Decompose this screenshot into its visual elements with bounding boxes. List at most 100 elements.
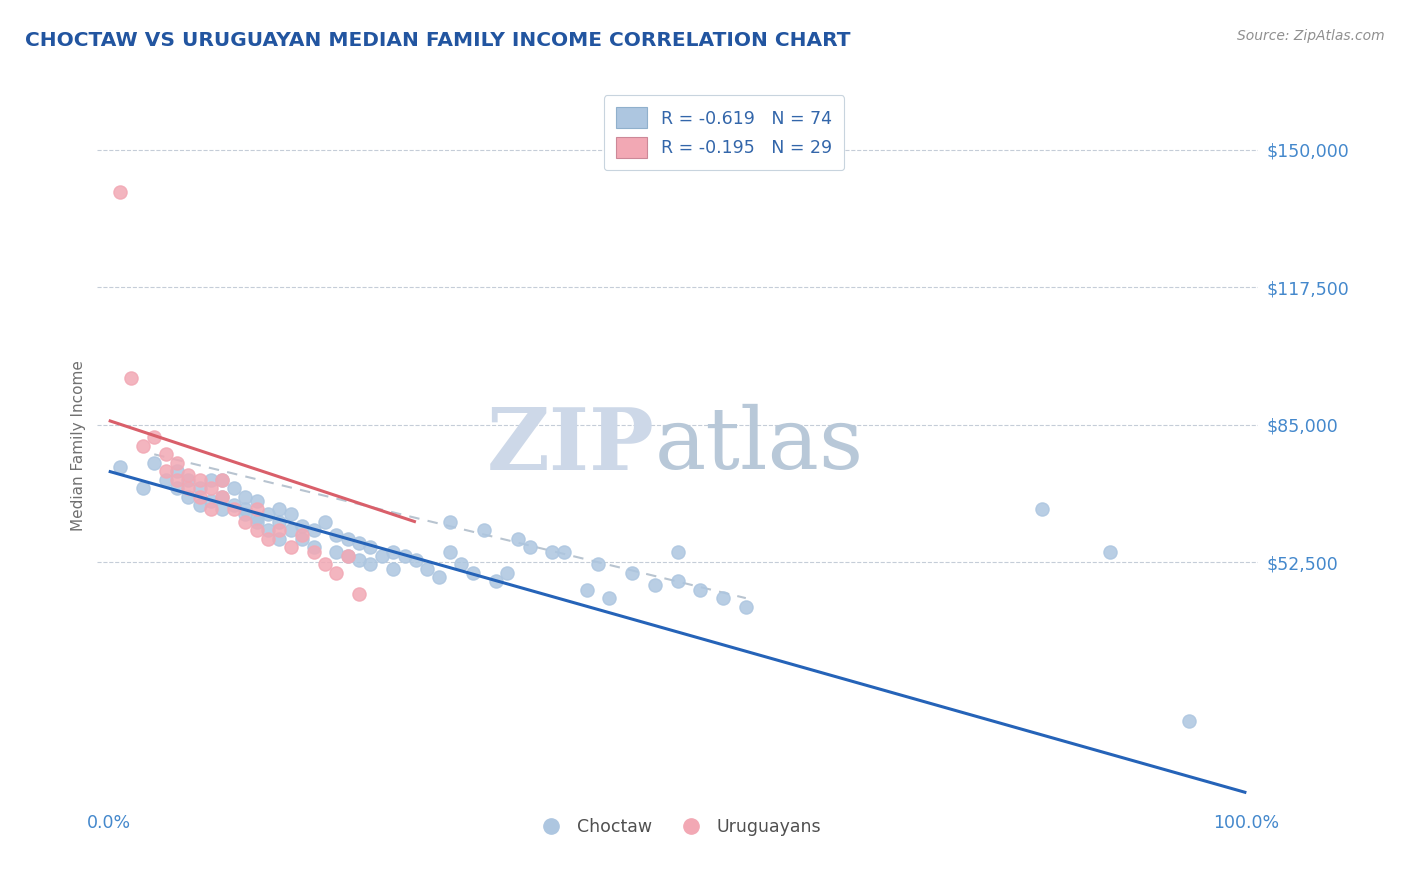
Point bbox=[108, 460, 131, 475]
Point bbox=[508, 532, 530, 546]
Point bbox=[553, 544, 575, 558]
Point bbox=[257, 532, 280, 546]
Point bbox=[347, 536, 370, 550]
Point bbox=[211, 490, 233, 504]
Point bbox=[246, 524, 269, 538]
Point bbox=[666, 574, 689, 589]
Point bbox=[108, 185, 131, 199]
Point bbox=[325, 527, 347, 541]
Point bbox=[233, 502, 256, 516]
Point bbox=[325, 544, 347, 558]
Point bbox=[484, 574, 506, 589]
Point bbox=[200, 473, 222, 487]
Text: atlas: atlas bbox=[654, 404, 863, 487]
Point bbox=[734, 599, 756, 614]
Point bbox=[450, 558, 472, 572]
Point bbox=[233, 515, 256, 529]
Y-axis label: Median Family Income: Median Family Income bbox=[72, 360, 86, 532]
Point bbox=[291, 519, 314, 533]
Point bbox=[347, 587, 370, 601]
Point bbox=[711, 591, 734, 606]
Point bbox=[302, 524, 325, 538]
Point bbox=[1098, 544, 1121, 558]
Point bbox=[394, 549, 416, 563]
Point bbox=[222, 481, 245, 495]
Point bbox=[314, 558, 336, 572]
Point bbox=[347, 553, 370, 567]
Point bbox=[439, 515, 461, 529]
Point bbox=[177, 473, 200, 487]
Point bbox=[269, 524, 291, 538]
Point bbox=[132, 481, 155, 495]
Text: ZIP: ZIP bbox=[486, 404, 654, 488]
Point bbox=[314, 515, 336, 529]
Point bbox=[302, 544, 325, 558]
Point bbox=[269, 515, 291, 529]
Point bbox=[519, 541, 541, 555]
Point bbox=[188, 473, 211, 487]
Point bbox=[166, 473, 188, 487]
Point bbox=[1178, 714, 1201, 728]
Point bbox=[689, 582, 711, 597]
Point bbox=[269, 532, 291, 546]
Point bbox=[644, 578, 666, 592]
Point bbox=[621, 566, 644, 580]
Point bbox=[291, 532, 314, 546]
Point bbox=[382, 561, 405, 575]
Point bbox=[222, 502, 245, 516]
Point bbox=[280, 524, 302, 538]
Point bbox=[166, 456, 188, 470]
Point bbox=[336, 549, 359, 563]
Point bbox=[541, 544, 564, 558]
Point bbox=[155, 447, 177, 461]
Point bbox=[211, 473, 233, 487]
Point bbox=[246, 515, 269, 529]
Point bbox=[257, 507, 280, 521]
Point bbox=[280, 541, 302, 555]
Point bbox=[121, 371, 143, 385]
Point bbox=[325, 566, 347, 580]
Point bbox=[132, 439, 155, 453]
Point bbox=[416, 561, 439, 575]
Point bbox=[586, 558, 609, 572]
Point bbox=[188, 490, 211, 504]
Point bbox=[246, 510, 269, 524]
Point bbox=[177, 468, 200, 483]
Point bbox=[233, 490, 256, 504]
Point bbox=[166, 464, 188, 478]
Point bbox=[155, 464, 177, 478]
Point bbox=[291, 527, 314, 541]
Point bbox=[246, 502, 269, 516]
Point bbox=[382, 544, 405, 558]
Point bbox=[575, 582, 598, 597]
Point bbox=[233, 507, 256, 521]
Point bbox=[371, 549, 394, 563]
Point bbox=[336, 532, 359, 546]
Point bbox=[472, 524, 495, 538]
Point bbox=[439, 544, 461, 558]
Point bbox=[188, 498, 211, 512]
Point bbox=[222, 498, 245, 512]
Point bbox=[257, 524, 280, 538]
Point bbox=[461, 566, 484, 580]
Point bbox=[155, 473, 177, 487]
Point bbox=[211, 473, 233, 487]
Point bbox=[427, 570, 450, 584]
Point bbox=[666, 544, 689, 558]
Point bbox=[200, 502, 222, 516]
Point bbox=[211, 490, 233, 504]
Point bbox=[1031, 502, 1053, 516]
Point bbox=[200, 481, 222, 495]
Text: Source: ZipAtlas.com: Source: ZipAtlas.com bbox=[1237, 29, 1385, 43]
Point bbox=[302, 541, 325, 555]
Point bbox=[188, 481, 211, 495]
Point bbox=[336, 549, 359, 563]
Point bbox=[598, 591, 620, 606]
Point bbox=[359, 541, 381, 555]
Point bbox=[405, 553, 427, 567]
Point bbox=[496, 566, 519, 580]
Legend: Choctaw, Uruguayans: Choctaw, Uruguayans bbox=[527, 812, 828, 844]
Point bbox=[359, 558, 381, 572]
Point bbox=[177, 490, 200, 504]
Point bbox=[143, 456, 166, 470]
